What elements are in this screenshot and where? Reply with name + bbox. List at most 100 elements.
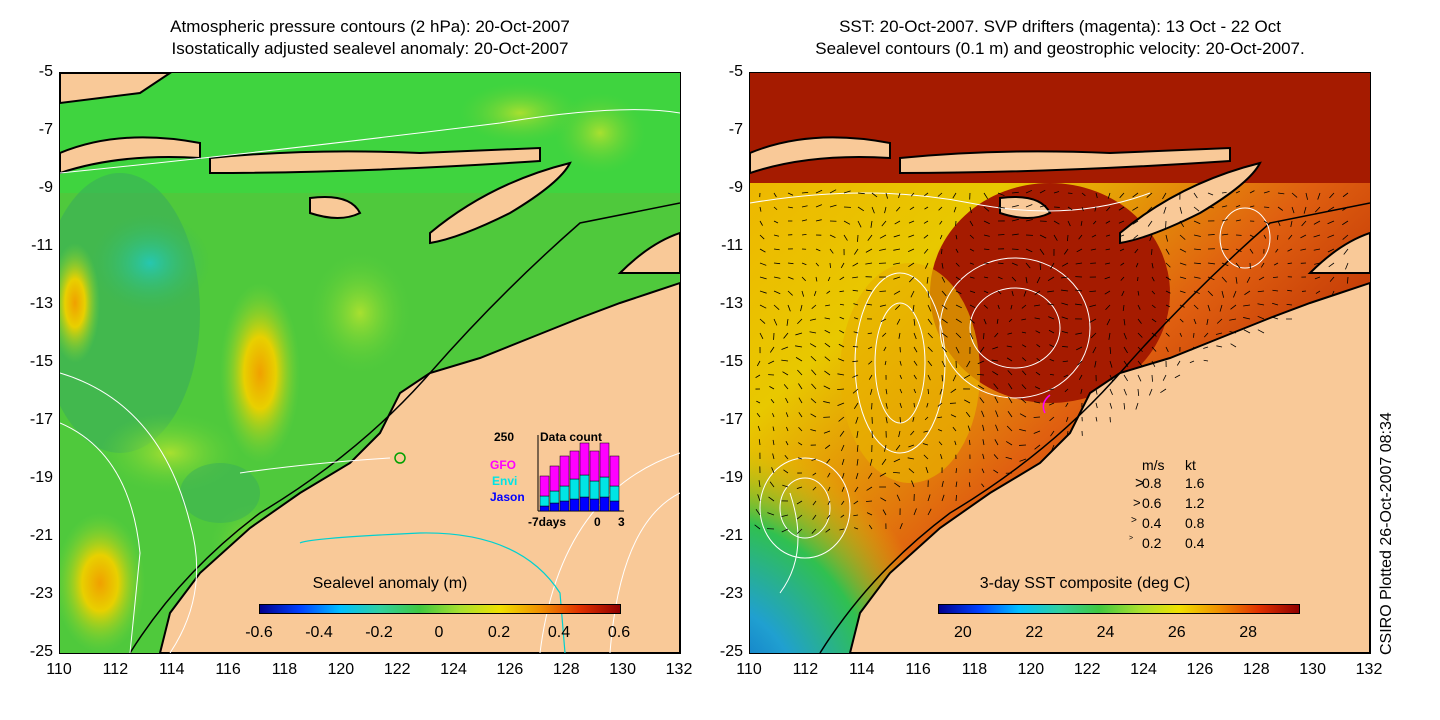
inset-xtick-3: 3: [618, 515, 625, 529]
credit-text: CSIRO Plotted 26-Oct-2007 08:34: [1378, 412, 1395, 655]
velocity-vector: [952, 374, 957, 382]
velocity-vector: [1049, 388, 1055, 390]
velocity-vector: [1203, 346, 1209, 349]
velocity-vector: [1034, 444, 1041, 450]
inset-title: Data count: [540, 430, 603, 444]
inset-bar: [559, 455, 570, 487]
inset-data-count-chart: [537, 435, 624, 512]
velocity-vector: [1301, 220, 1307, 227]
velocity-vector: [1008, 396, 1013, 404]
velocity-vector: [1104, 262, 1111, 265]
velocity-vector: [1165, 276, 1171, 281]
velocity-vector: [1137, 318, 1142, 324]
velocity-vector: [1033, 416, 1041, 418]
right-colorbar-tick: 22: [1025, 624, 1044, 641]
velocity-vector: [867, 332, 873, 335]
velocity-vector: [1146, 192, 1153, 198]
velocity-vector: [756, 360, 761, 367]
velocity-vector: [1010, 304, 1013, 310]
velocity-vector: [994, 332, 999, 338]
right-lon-tick: 128: [1242, 661, 1270, 678]
velocity-vector: [773, 248, 780, 251]
velocity-vector: [1025, 248, 1033, 253]
velocity-vector: [1203, 359, 1209, 362]
velocity-vector: [1076, 346, 1083, 351]
velocity-vector: [1257, 315, 1265, 320]
velocity-vector: [800, 304, 803, 312]
left-lat-tick: -21: [29, 527, 53, 544]
velocity-vector: [773, 262, 781, 265]
velocity-vector: [993, 383, 999, 390]
velocity-vector: [1049, 416, 1055, 422]
velocity-vector: [1008, 318, 1013, 323]
inset-bar: [599, 476, 610, 498]
velocity-vector: [1329, 276, 1335, 282]
sealevel-anomaly-map: 250 Data count GFO Envi Jason -7days 0 3…: [59, 72, 681, 654]
velocity-vector: [908, 262, 915, 268]
velocity-vector: [1123, 388, 1127, 396]
velocity-vector: [1121, 290, 1125, 297]
velocity-vector: [759, 332, 764, 340]
left-colorbar-tick: 0.4: [547, 624, 571, 641]
velocity-vector: [852, 374, 859, 378]
velocity-vector: [852, 276, 859, 279]
velocity-vector: [1271, 316, 1279, 320]
velocity-vector: [1089, 318, 1097, 323]
velocity-vector: [1035, 330, 1041, 334]
velocity-vector: [813, 290, 817, 296]
velocity-vector: [825, 528, 831, 533]
velocity-vector: [983, 304, 988, 309]
velocity-vector: [941, 346, 947, 353]
velocity-vector: [1165, 262, 1171, 268]
velocity-vector: [1132, 220, 1139, 225]
velocity-vector: [955, 481, 958, 488]
velocity-vector: [1062, 360, 1069, 363]
left-lat-tick: -17: [29, 411, 53, 428]
velocity-vector: [815, 219, 822, 222]
velocity-vector: [1061, 316, 1069, 320]
velocity-vector: [1090, 332, 1097, 339]
velocity-vector: [1039, 234, 1047, 239]
velocity-vector: [940, 454, 943, 460]
velocity-vector: [1260, 262, 1265, 268]
velocity-vector: [811, 369, 817, 376]
velocity-vector: [1065, 402, 1069, 408]
velocity-vector: [1094, 360, 1097, 368]
velocity-vector: [881, 332, 887, 337]
velocity-vector: [879, 248, 887, 251]
velocity-vector: [823, 385, 831, 390]
velocity-vector: [811, 383, 817, 390]
velocity-vector: [855, 416, 859, 424]
velocity-vector: [1233, 290, 1237, 298]
velocity-vector: [782, 484, 789, 488]
velocity-vector: [810, 355, 817, 362]
velocity-vector: [784, 454, 789, 460]
velocity-vector: [927, 508, 932, 516]
velocity-vector: [759, 304, 767, 309]
velocity-vector: [1081, 206, 1084, 212]
velocity-vector: [815, 262, 819, 267]
velocity-vector: [773, 192, 777, 198]
velocity-vector: [852, 360, 859, 363]
inset-bar: [559, 500, 570, 512]
velocity-vector: [927, 346, 933, 353]
right-lon-tick: 116: [905, 661, 931, 678]
velocity-vector: [1006, 345, 1013, 348]
velocity-vector: [1023, 290, 1027, 297]
vel-legend-header-kt: kt: [1185, 457, 1196, 473]
velocity-vector: [983, 248, 990, 251]
velocity-vector: [997, 276, 1003, 280]
velocity-vector: [772, 426, 775, 432]
velocity-vector: [853, 402, 859, 409]
right-lon-tick: 120: [1017, 661, 1045, 678]
velocity-vector: [927, 374, 931, 381]
velocity-vector: [1132, 192, 1139, 198]
velocity-vector: [1235, 204, 1241, 208]
velocity-vector: [865, 248, 873, 253]
velocity-vector: [839, 290, 845, 293]
velocity-vector: [1089, 304, 1097, 308]
velocity-vector: [941, 276, 946, 283]
inset-bar: [589, 498, 600, 512]
left-lon-tick: 122: [383, 661, 411, 678]
velocity-vector: [824, 444, 831, 449]
